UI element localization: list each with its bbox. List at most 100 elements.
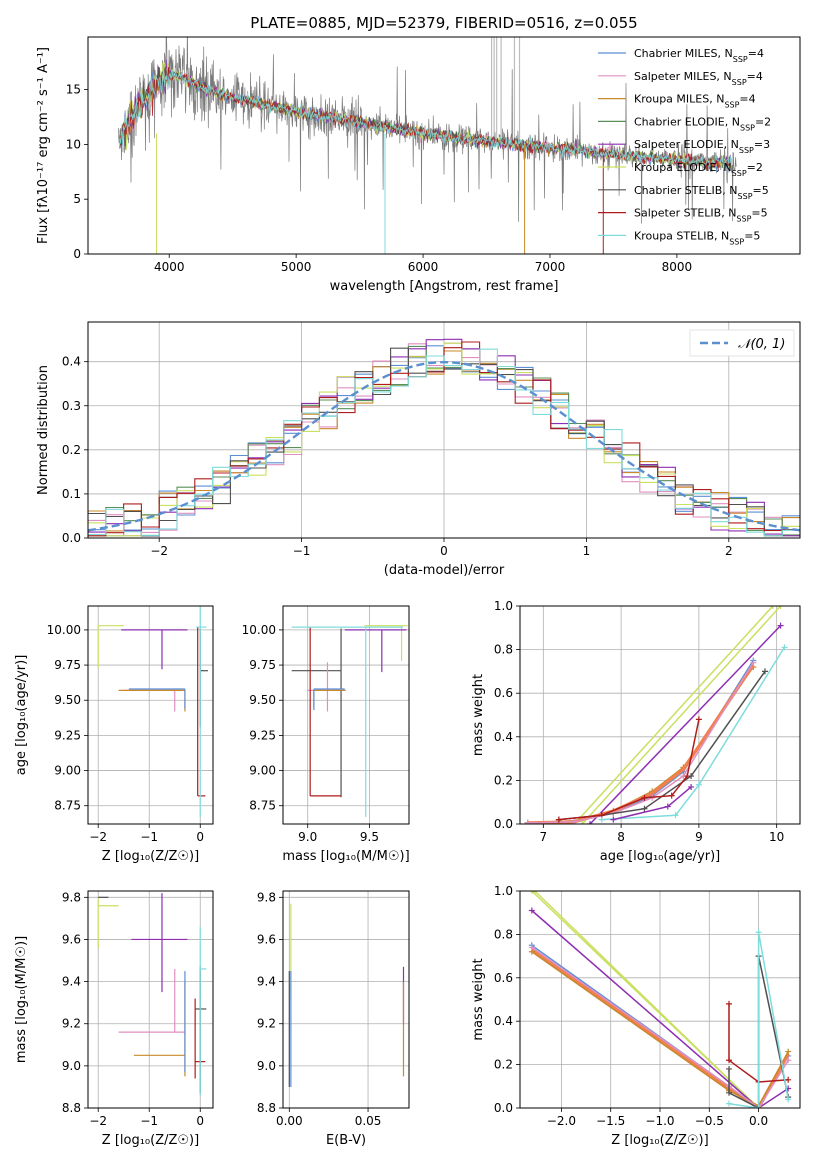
x-tick-label: 10 (769, 830, 784, 844)
x-tick-label: 1 (583, 544, 591, 558)
errorbar-point (97, 897, 119, 948)
x-tick-label: 2 (725, 544, 733, 558)
x-tick-label: 9 (695, 830, 703, 844)
x-axis-label: Z [log₁₀(Z/Z☉)] (102, 1133, 199, 1148)
marker (755, 929, 762, 936)
y-axis-label: Normed distribution (36, 365, 51, 495)
mass-weight-line (531, 909, 789, 1108)
x-tick-label: 9.0 (298, 830, 317, 844)
panel-residuals: −2 −1 0 1 2 0.0 0.1 0.2 0.3 0.4 (data-model)/error… (36, 321, 801, 578)
y-tick-label: 0.6 (494, 686, 513, 700)
grid-lines (283, 606, 409, 824)
y-tick-label: 9.00 (54, 764, 81, 778)
legend-entry: Salpeter STELIB, NSSP=5 (634, 207, 768, 224)
marker (785, 1076, 792, 1083)
plot-area (528, 891, 792, 1108)
marker (785, 1048, 792, 1055)
y-tick-label: 9.6 (62, 932, 81, 946)
marker (726, 1065, 733, 1072)
panel-spectrum: 4000 5000 6000 7000 8000 0 5 10 15 wavelength [An… (36, 36, 801, 294)
y-tick-label: 9.4 (62, 975, 81, 989)
x-axis-label: wavelength [Angstrom, rest frame] (330, 279, 559, 294)
panel-mass-vs-Z: −2 −1 0 8.8 9.0 9.2 9.4 9.6 9.8 Z [log₁₀(Z/Z☉)] ma… (14, 890, 214, 1148)
mass-weight-line (534, 891, 760, 1108)
marker (528, 907, 535, 914)
y-tick-label: 10.00 (242, 623, 276, 637)
marker (695, 781, 702, 788)
panel-mass-vs-EBV: 0.00 0.05 8.8 9.0 9.2 9.4 9.6 9.8 E(B-V) (257, 890, 410, 1148)
y-tick-label: 0.0 (494, 1101, 513, 1115)
x-tick-label: −1 (140, 830, 158, 844)
x-tick-label: −1 (293, 544, 311, 558)
legend-entry: Kroupa STELIB, NSSP=5 (634, 229, 760, 246)
x-axis-label: E(B-V) (326, 1133, 366, 1148)
errorbar-point (309, 627, 342, 797)
y-tick-label: 9.8 (62, 890, 81, 904)
marker (524, 819, 531, 824)
y-tick-label: 0.4 (62, 355, 81, 369)
y-tick-label: 10 (66, 137, 81, 151)
x-tick-label: 0 (196, 830, 204, 844)
marker (684, 773, 691, 780)
panel-age-vs-mass: 9.0 9.5 8.75 9.00 9.25 9.50 9.75 10.00 mass [log… (242, 605, 410, 864)
errorbar-point (344, 629, 407, 673)
y-tick-label: 9.2 (257, 1017, 276, 1031)
marker (750, 659, 757, 666)
marker (769, 606, 776, 609)
y-tick-label: 5 (73, 192, 81, 206)
marker (555, 816, 562, 823)
x-tick-label: −2 (89, 1114, 107, 1128)
y-tick-label: 8.8 (62, 1101, 81, 1115)
y-tick-label: 0 (73, 247, 81, 261)
y-tick-label: 9.8 (257, 890, 276, 904)
y-tick-label: 9.4 (257, 975, 276, 989)
y-tick-label: 9.75 (54, 658, 81, 672)
x-tick-label: 7000 (535, 260, 566, 274)
x-axis-label: mass [log₁₀(M/M☉)] (282, 849, 409, 864)
x-tick-label: 7 (540, 830, 548, 844)
y-tick-label: 9.75 (249, 658, 276, 672)
plot-area (288, 903, 405, 1087)
y-tick-label: 0.2 (494, 773, 513, 787)
x-tick-label: −2.0 (547, 1114, 576, 1128)
mass-weight-line (728, 932, 789, 1108)
marker (762, 668, 768, 675)
mass-weight-line (728, 955, 789, 1108)
mass-weight-line (531, 946, 789, 1108)
errorbar-point (199, 926, 207, 1096)
y-axis-label: mass weight (471, 958, 486, 1040)
y-tick-label: 9.0 (257, 1059, 276, 1073)
marker (785, 1096, 792, 1103)
marker (785, 1057, 792, 1064)
panel-weight-vs-Z: −2.0 −1.5 −1.0 −0.5 0.0 0.0 0.2 0.4 0.6 0.8 1.0 Z [… (471, 884, 801, 1148)
x-tick-label: 0.00 (276, 1114, 303, 1128)
mass-weight-line (531, 951, 789, 1107)
marker (672, 812, 679, 819)
errorbar-point (291, 626, 403, 817)
x-tick-label: 8000 (662, 260, 693, 274)
errorbar-point (313, 689, 345, 708)
legend-entry: Chabrier STELIB, NSSP=5 (634, 184, 769, 201)
y-tick-label: 9.2 (62, 1017, 81, 1031)
y-tick-label: 0.2 (62, 443, 81, 457)
plot-area (97, 606, 208, 817)
x-tick-label: −0.5 (695, 1114, 724, 1128)
y-tick-label: 0.4 (494, 1014, 513, 1028)
mass-weight-line (601, 647, 786, 821)
marker (755, 1105, 762, 1108)
x-tick-label: 9.5 (360, 830, 379, 844)
errorbar-point (128, 688, 186, 709)
x-tick-label: 6000 (408, 260, 439, 274)
x-tick-label: −2 (150, 544, 168, 558)
errorbar-point (313, 688, 345, 711)
errorbar-point (133, 981, 186, 1077)
gaussian-curve (88, 360, 800, 532)
errorbar-point (196, 606, 207, 817)
panel-weight-vs-age: 7 8 9 10 0.0 0.2 0.4 0.6 0.8 1.0 age [log₁₀(age/yr… (471, 599, 801, 864)
marker (531, 891, 538, 894)
y-tick-label: 9.0 (62, 1059, 81, 1073)
y-tick-label: 1.0 (494, 884, 513, 898)
marker (598, 816, 605, 823)
chart-title: PLATE=0885, MJD=52379, FIBERID=0516, z=0… (250, 14, 637, 32)
